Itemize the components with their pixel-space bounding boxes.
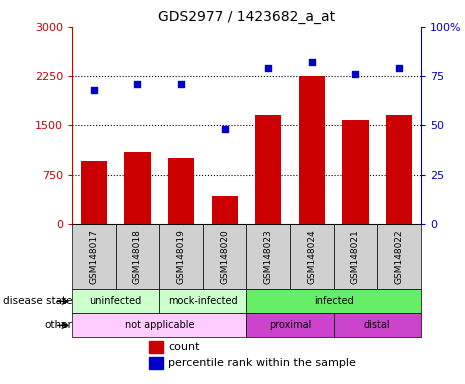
Text: GSM148024: GSM148024 — [307, 229, 316, 284]
Bar — [386, 116, 412, 224]
Text: GSM148021: GSM148021 — [351, 229, 360, 284]
Point — [395, 65, 403, 71]
Text: GSM148022: GSM148022 — [394, 229, 404, 284]
Point — [221, 126, 228, 132]
Bar — [149, 341, 163, 353]
Text: mock-infected: mock-infected — [168, 296, 238, 306]
FancyBboxPatch shape — [290, 224, 333, 290]
Text: count: count — [168, 342, 199, 352]
Text: distal: distal — [364, 321, 391, 331]
FancyBboxPatch shape — [116, 224, 159, 290]
FancyBboxPatch shape — [72, 224, 116, 290]
FancyBboxPatch shape — [203, 224, 246, 290]
Text: proximal: proximal — [269, 321, 311, 331]
Text: GSM148023: GSM148023 — [264, 229, 273, 284]
Text: disease state: disease state — [3, 296, 72, 306]
Bar — [342, 120, 368, 224]
Text: GSM148020: GSM148020 — [220, 229, 229, 284]
FancyBboxPatch shape — [333, 224, 377, 290]
Text: percentile rank within the sample: percentile rank within the sample — [168, 358, 356, 368]
FancyBboxPatch shape — [246, 313, 333, 338]
Point — [177, 81, 185, 87]
Bar — [299, 76, 325, 224]
FancyBboxPatch shape — [246, 290, 421, 313]
FancyBboxPatch shape — [333, 313, 421, 338]
Bar — [124, 152, 151, 224]
Bar — [149, 357, 163, 369]
FancyBboxPatch shape — [159, 224, 203, 290]
Text: GSM148018: GSM148018 — [133, 229, 142, 284]
Text: other: other — [44, 321, 72, 331]
FancyBboxPatch shape — [72, 313, 246, 338]
Text: GSM148017: GSM148017 — [89, 229, 99, 284]
FancyBboxPatch shape — [159, 290, 246, 313]
Text: uninfected: uninfected — [90, 296, 142, 306]
Text: infected: infected — [314, 296, 353, 306]
FancyBboxPatch shape — [246, 224, 290, 290]
Bar — [81, 161, 107, 224]
Point — [265, 65, 272, 71]
Title: GDS2977 / 1423682_a_at: GDS2977 / 1423682_a_at — [158, 10, 335, 25]
FancyBboxPatch shape — [72, 290, 159, 313]
Bar — [255, 116, 281, 224]
Bar — [212, 195, 238, 224]
Text: GSM148019: GSM148019 — [177, 229, 186, 284]
Point — [134, 81, 141, 87]
Point — [90, 87, 98, 93]
Bar — [168, 158, 194, 224]
Point — [308, 59, 316, 65]
Text: not applicable: not applicable — [125, 321, 194, 331]
Point — [352, 71, 359, 77]
FancyBboxPatch shape — [377, 224, 421, 290]
